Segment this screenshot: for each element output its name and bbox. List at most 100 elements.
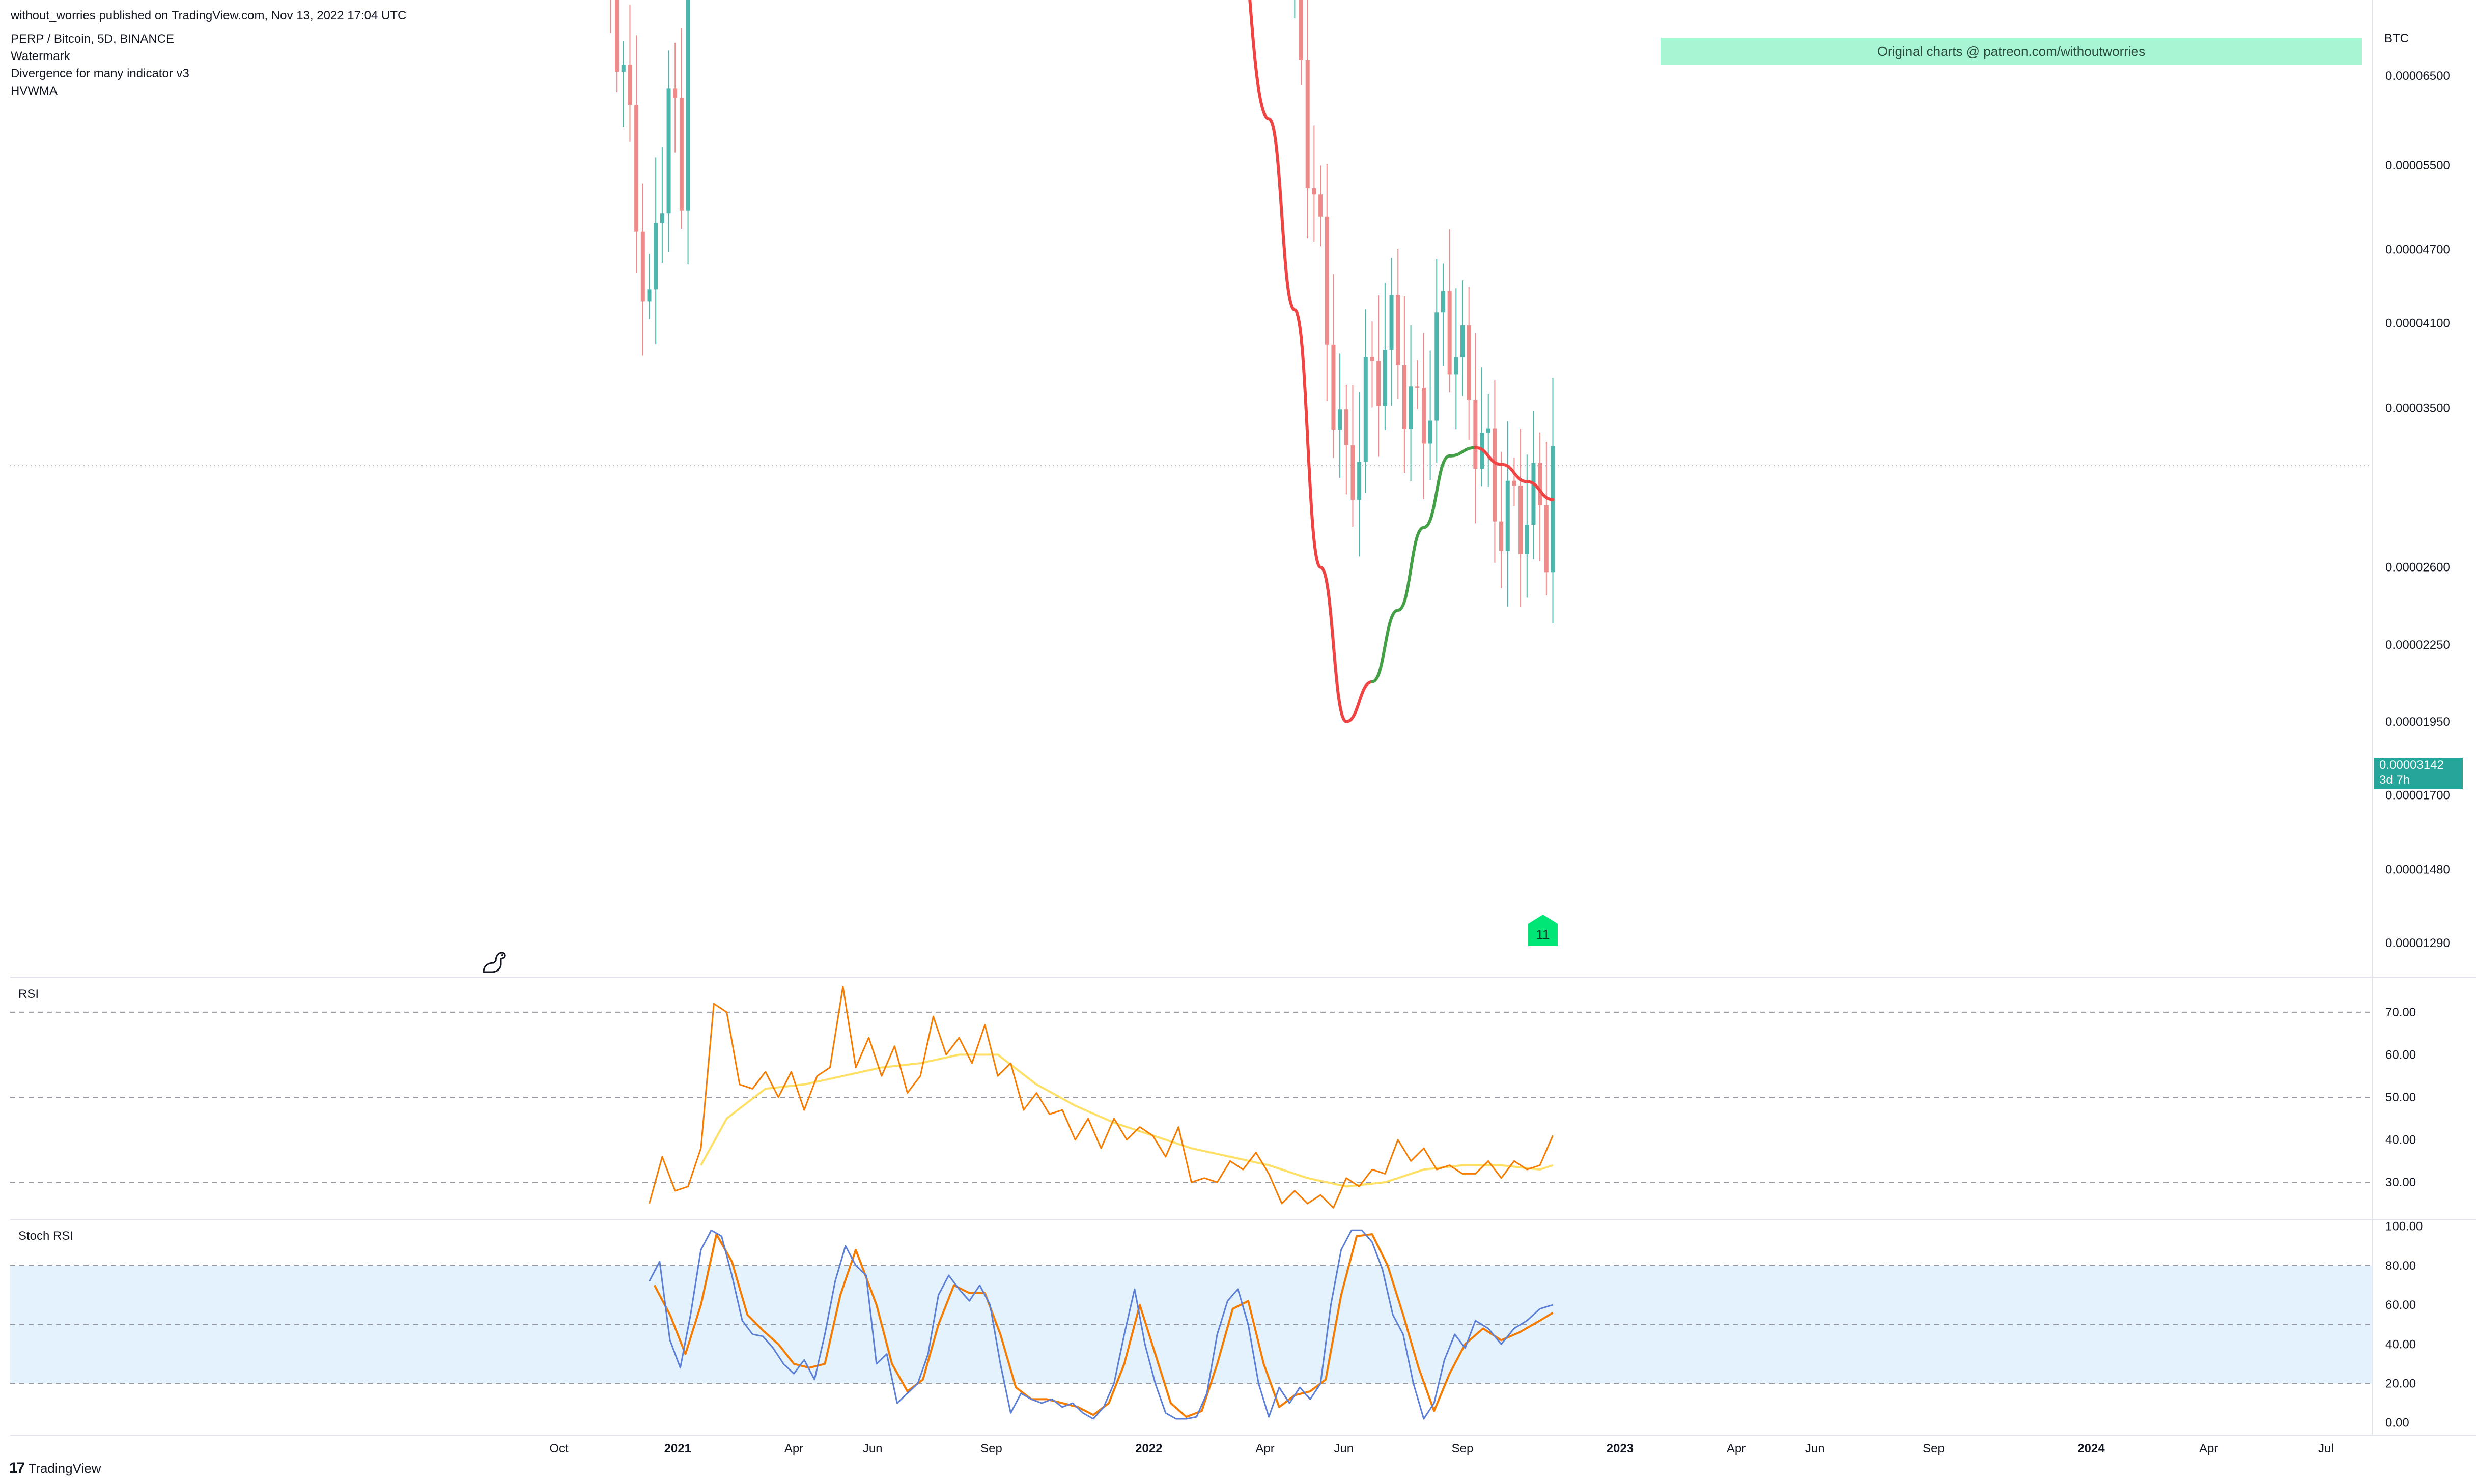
candle-body [1473, 399, 1478, 469]
last-price-value: 0.00003142 [2379, 758, 2444, 772]
price-tick-label: 0.00004700 [2385, 243, 2450, 257]
candle-body [1454, 357, 1458, 375]
time-tick-label: 2021 [664, 1442, 691, 1456]
indicator-hvwma[interactable]: HVWMA [11, 84, 58, 98]
candle [1370, 321, 1374, 408]
hvwma-segment [1248, 0, 1374, 723]
candle [634, 35, 639, 273]
rsi-title[interactable]: RSI [18, 987, 39, 1001]
stoch-band [10, 1265, 2372, 1384]
time-tick-label: 2022 [1135, 1442, 1162, 1456]
rsi-layer [649, 986, 1554, 1209]
candle [1499, 451, 1504, 588]
stoch-tick-label: 100.00 [2385, 1220, 2423, 1234]
candle-body [1505, 480, 1510, 551]
candle-body [1396, 295, 1400, 365]
candle [686, 0, 690, 264]
stoch-rsi-title[interactable]: Stoch RSI [18, 1229, 74, 1243]
candle [1294, 0, 1296, 19]
candle [1441, 263, 1445, 366]
rsi-tick-label: 60.00 [2385, 1048, 2416, 1062]
candle-body [634, 104, 639, 232]
candle-body [1512, 480, 1516, 486]
candle [1325, 164, 1329, 401]
candle-body [1499, 521, 1504, 551]
candle [1357, 392, 1362, 557]
candle-body [1460, 325, 1465, 357]
footer-logo[interactable]: 17 TradingView [9, 1460, 101, 1477]
candle-body [1325, 216, 1329, 345]
candle [1454, 288, 1458, 430]
bar-countdown: 3d 7h [2379, 773, 2410, 787]
price-tick-label: 0.00001950 [2385, 715, 2450, 729]
indicator-divergence[interactable]: Divergence for many indicator v3 [11, 67, 189, 80]
rsi-tick-label: 40.00 [2385, 1133, 2416, 1147]
candle [647, 254, 652, 319]
stoch-tick-label: 0.00 [2385, 1416, 2409, 1430]
candle [1421, 333, 1426, 499]
price-tick-label: 0.00001480 [2385, 863, 2450, 876]
candle-body [660, 213, 664, 223]
time-tick-label: Apr [1727, 1442, 1746, 1456]
price-tick-label: 0.00001290 [2385, 936, 2450, 950]
candle [1493, 380, 1497, 563]
candle-body [1538, 463, 1542, 505]
stoch-tick-label: 80.00 [2385, 1259, 2416, 1273]
candle-body [640, 231, 645, 302]
candle-body [1428, 420, 1432, 444]
time-tick-label: Sep [980, 1442, 1002, 1456]
time-tick-label: Jul [2318, 1442, 2334, 1456]
time-tick-label: 2024 [2077, 1442, 2105, 1456]
candle-body [1338, 409, 1342, 430]
stoch-tick-label: 60.00 [2385, 1298, 2416, 1312]
footer-brand: TradingView [28, 1460, 101, 1476]
candle [1402, 296, 1406, 473]
candle-body [1447, 291, 1452, 375]
candle [1318, 165, 1323, 247]
rsi-rsi-ma-line [700, 1053, 1554, 1188]
rsi-tick-label: 50.00 [2385, 1091, 2416, 1104]
time-tick-label: Jun [1334, 1442, 1354, 1456]
candle [1376, 295, 1381, 457]
candle [1447, 229, 1452, 393]
candle [1538, 432, 1542, 561]
candle [673, 42, 678, 153]
time-tick-label: Apr [784, 1442, 803, 1456]
candle-body [1363, 357, 1368, 462]
price-tick-label: 0.00001700 [2385, 788, 2450, 802]
candle [1512, 458, 1516, 506]
candle-body [1415, 386, 1420, 388]
candle [610, 0, 611, 33]
buy-signal-badge: 11 [1528, 915, 1558, 946]
candle [1525, 454, 1529, 598]
watermark-banner: Original charts @ patreon.com/withoutwor… [1661, 38, 2362, 65]
candle [615, 0, 620, 93]
price-tick-label: 0.00004100 [2385, 317, 2450, 330]
candle [1305, 0, 1310, 239]
candle-body [1318, 194, 1323, 217]
symbol-title[interactable]: PERP / Bitcoin, 5D, BINANCE [11, 32, 174, 46]
candle [1338, 353, 1342, 478]
indicator-watermark[interactable]: Watermark [11, 49, 70, 63]
price-tick-label: 0.00003500 [2385, 401, 2450, 415]
candle-body [1305, 60, 1310, 188]
candle-body [1551, 446, 1555, 573]
candle [1396, 248, 1400, 399]
candle-body [621, 65, 626, 72]
candle [1428, 350, 1432, 480]
time-tick-label: 2023 [1607, 1442, 1634, 1456]
candle-body [686, 0, 690, 211]
candle [1363, 309, 1368, 493]
candle-body [1531, 463, 1536, 525]
candle-body [1486, 428, 1490, 433]
candle-body [1376, 361, 1381, 406]
candle [1415, 360, 1420, 409]
published-by: without_worries published on TradingView… [11, 9, 407, 22]
candle [1480, 367, 1484, 487]
currency-label: BTC [2384, 32, 2409, 45]
candle-body [1493, 428, 1497, 522]
candle-body [647, 289, 652, 302]
candle [1505, 421, 1510, 607]
candle-body [1402, 365, 1406, 429]
